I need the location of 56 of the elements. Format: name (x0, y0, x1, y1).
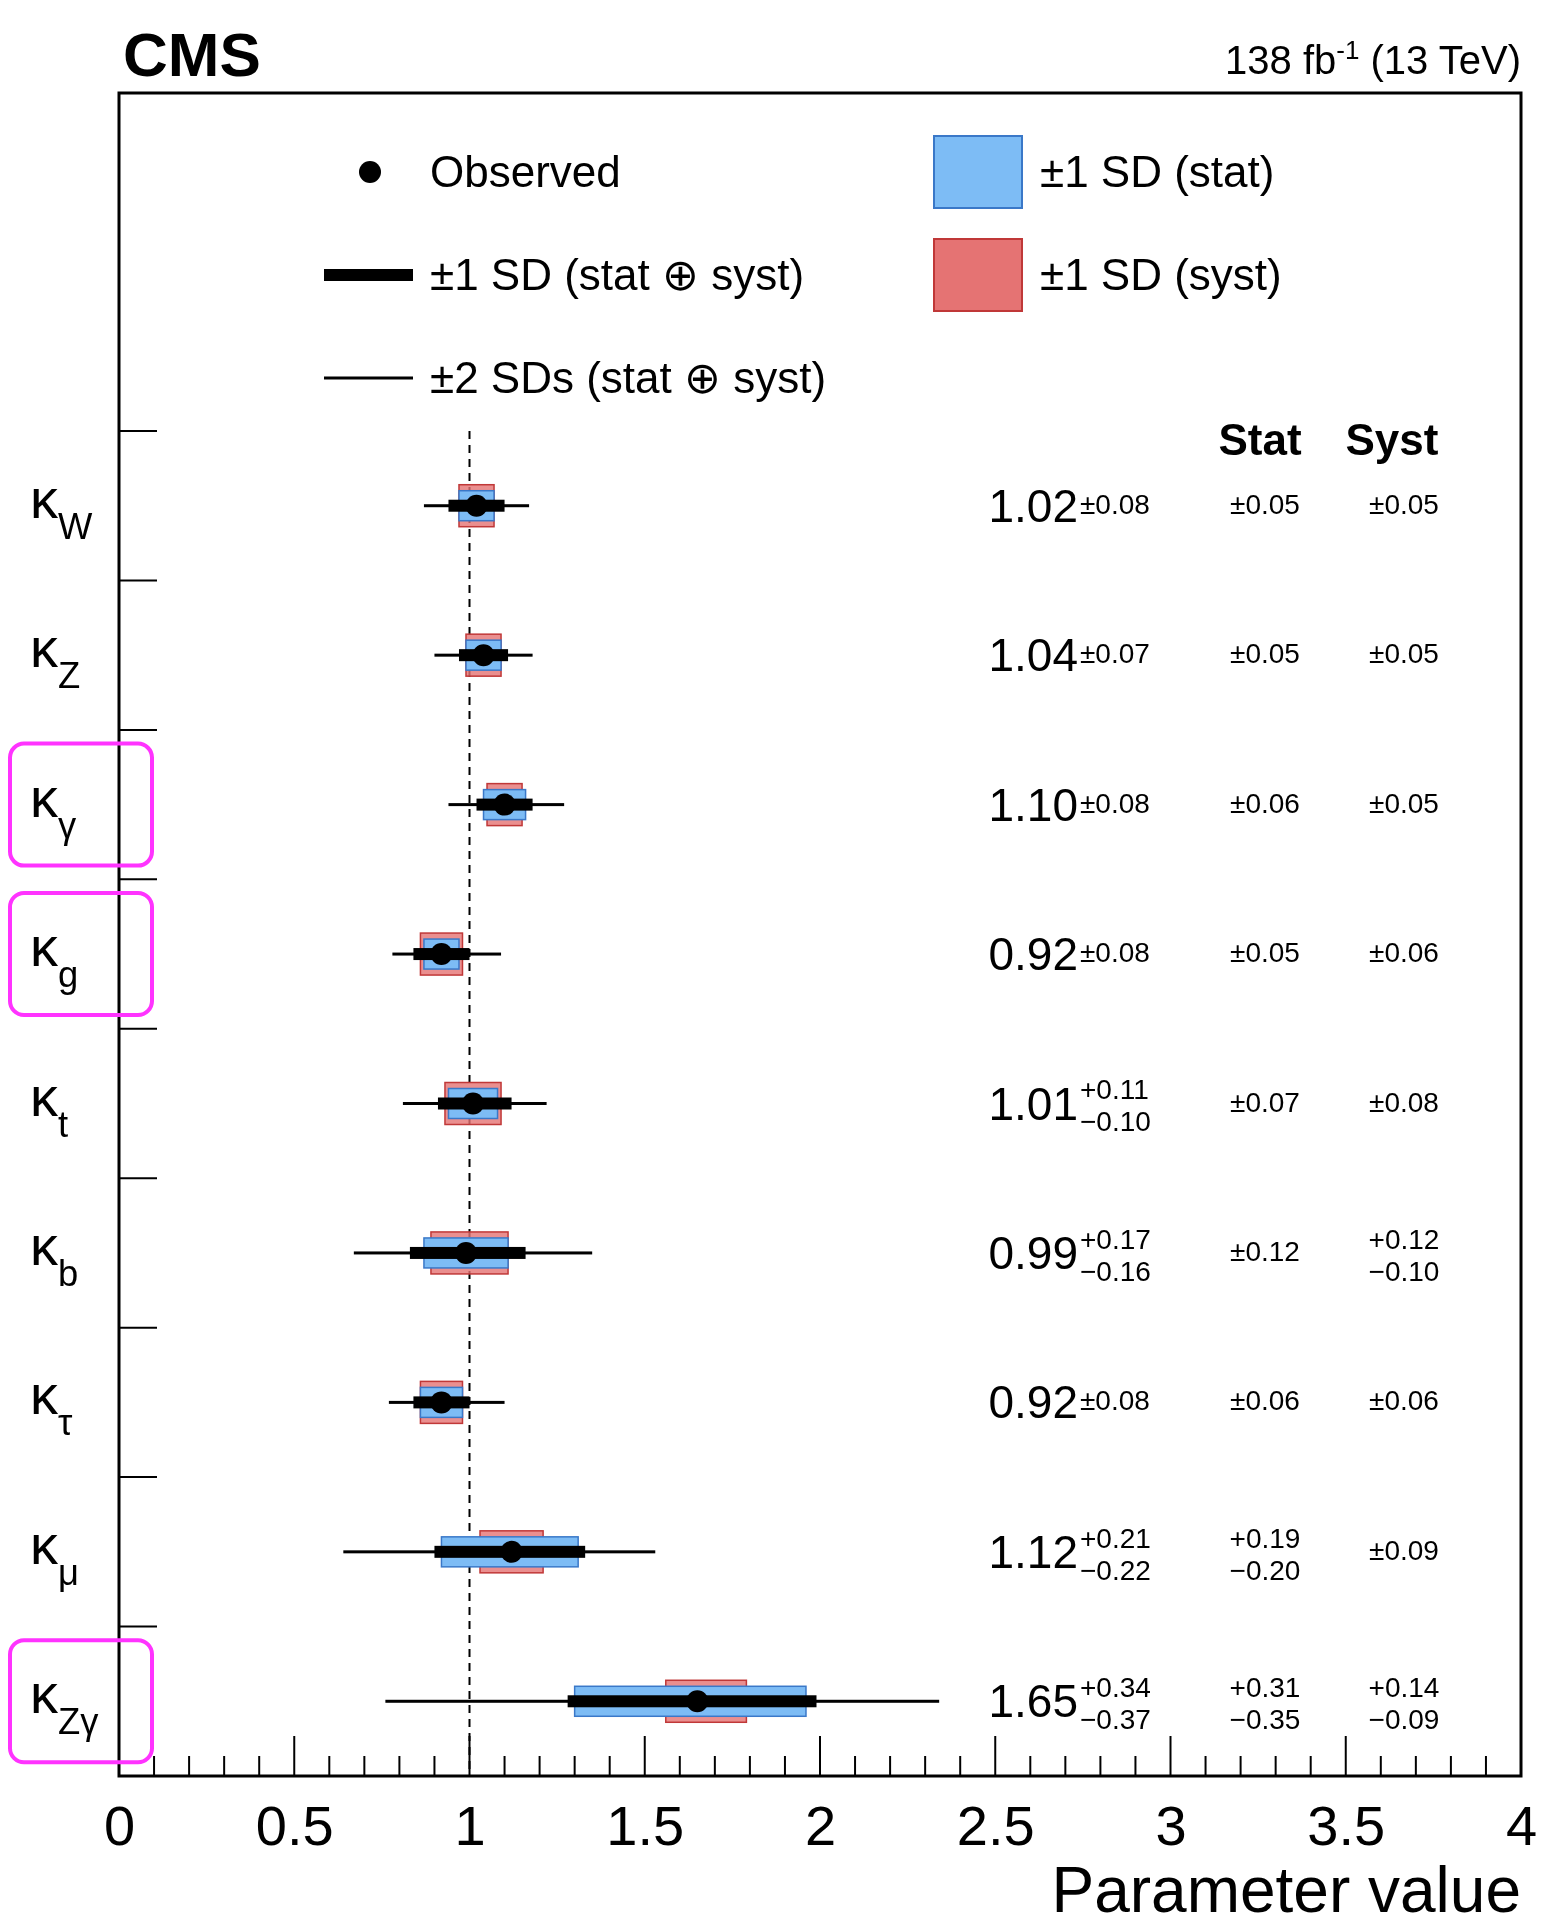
y-tick-label: κ$_{γ}$ (30, 765, 77, 846)
annotation: ±0.07 (1080, 638, 1150, 670)
annotation: ±0.05 (1230, 937, 1300, 969)
annotation: 1.02 (988, 479, 1078, 532)
x-tick-label: 1 (454, 1794, 486, 1857)
x-tick-label: 2.5 (956, 1794, 1035, 1857)
annotation: ±0.08 (1080, 787, 1150, 819)
annotation: ±0.06 (1369, 937, 1439, 969)
annotation: ±0.08 (1080, 488, 1150, 520)
y-tick-label: κ$_{Zγ}$ (30, 1662, 100, 1742)
annotation: ±0.05 (1369, 488, 1439, 520)
annotation: ±0.05 (1369, 787, 1439, 819)
annotation: ±0.08 (1080, 937, 1150, 969)
x-tick-label: 3.5 (1307, 1794, 1386, 1857)
annotation: ±0.06 (1230, 787, 1300, 819)
annotation: 1.04 (988, 629, 1078, 682)
y-tick-label: κ$_{W}$ (30, 466, 93, 547)
legend-label: ±1 SD (stat) (1040, 147, 1275, 196)
y-tick-label: κ$_{g}$ (30, 915, 79, 995)
annotation: ±0.09 (1369, 1534, 1439, 1566)
annotation: ±0.08 (1080, 1385, 1150, 1417)
annotation: ±0.06 (1230, 1385, 1300, 1417)
text: 1.12 (988, 1525, 1078, 1578)
annotation: ±0.05 (1369, 638, 1439, 670)
annotation: ±0.12 (1230, 1235, 1300, 1267)
x-tick-label: 0 (103, 1794, 136, 1857)
y-tick-label: κ$_{t}$ (30, 1064, 69, 1144)
annotation: ±0.05 (1230, 638, 1300, 670)
text: 1.01 (988, 1077, 1078, 1130)
legend-label: ±1 SD (syst) (1040, 250, 1282, 299)
legend-label: ±1 SD (stat ⊕ syst) (430, 250, 805, 299)
annotation: ±0.08 (1369, 1086, 1439, 1118)
y-tick-label: κ$_{τ}$ (30, 1363, 73, 1443)
y-tick-label: κ$_{μ}$ (30, 1512, 79, 1593)
x-tick-label: 3 (1155, 1794, 1187, 1857)
x-tick-label: 4 (1505, 1794, 1538, 1857)
text: 0.99 (988, 1226, 1078, 1279)
y-tick-label: κ$_{Z}$ (30, 616, 81, 696)
chart-subtitle: 138 fb$^{-1}$ (13 TeV) (1225, 35, 1521, 82)
legend-label: Observed (430, 147, 621, 196)
annotation: 1.10 (988, 778, 1078, 831)
annotation: 0.92 (988, 928, 1078, 981)
y-tick-label: κ$_{b}$ (30, 1213, 79, 1294)
legend-label: ±2 SDs (stat ⊕ syst) (430, 353, 827, 402)
chart-title: CMS (123, 20, 261, 89)
annotation: Syst (1345, 415, 1439, 464)
annotation: ±0.06 (1369, 1385, 1439, 1417)
x-tick-label: 1.5 (606, 1794, 685, 1857)
x-tick-label: 2 (804, 1794, 837, 1857)
x-axis-title: Parameter value (1051, 1854, 1521, 1926)
annotation: Stat (1218, 415, 1302, 464)
x-tick-label: 0.5 (255, 1794, 334, 1857)
annotation: 0.92 (988, 1376, 1078, 1429)
annotation: ±0.05 (1230, 488, 1300, 520)
text: 1.65 (988, 1675, 1078, 1728)
annotation: ±0.07 (1230, 1086, 1300, 1118)
